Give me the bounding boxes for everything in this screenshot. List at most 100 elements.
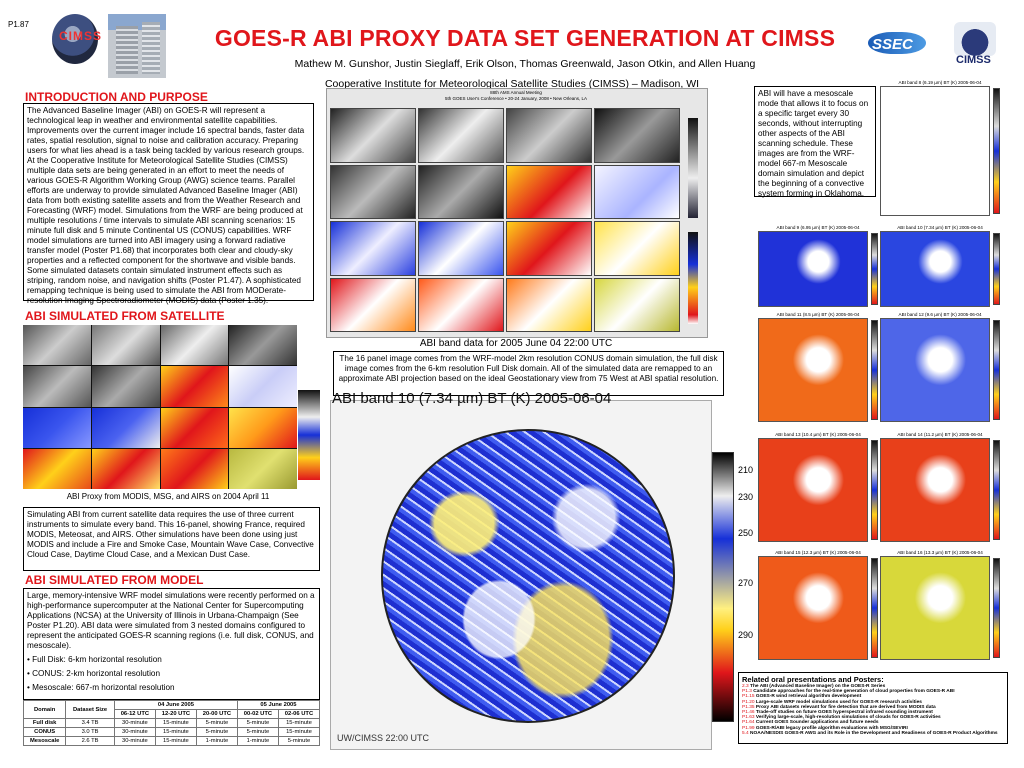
oral-item-title: Candidate approaches for the real-time g… bbox=[753, 689, 955, 695]
oral-item-title: Current GOES Sounder applications and fu… bbox=[755, 720, 879, 726]
table-row: CONUS 3.0 TB 30-minute 15-minute 5-minut… bbox=[22, 727, 321, 737]
table-cell: CONUS bbox=[22, 727, 67, 737]
oral-item-code: P1.64 bbox=[742, 720, 755, 726]
oral-item-title: Verifying large-scale, high-resolution s… bbox=[755, 715, 941, 721]
poster-title: GOES-R ABI PROXY DATA SET GENERATION AT … bbox=[214, 25, 836, 51]
mesoscale-panel-scale bbox=[871, 558, 878, 658]
mesoscale-panel-scale bbox=[871, 320, 878, 420]
mesoscale-panel-label: ABI band 14 (11.2 µm) BT (K) 2005-06-04 bbox=[897, 432, 983, 437]
oral-item-title: Large-scale WRF model simulations used f… bbox=[755, 699, 922, 705]
table-cell: 15-minute bbox=[154, 736, 197, 746]
scale-tick: 270 bbox=[738, 578, 754, 588]
oral-item-title: GOES-R wind retrieval algorithm developm… bbox=[755, 694, 862, 700]
mesoscale-panel-label: ABI band 10 (7.34 µm) BT (K) 2005-06-04 bbox=[897, 225, 983, 230]
earth-disk bbox=[381, 429, 675, 723]
mesoscale-panel: ABI band 14 (11.2 µm) BT (K) 2005-06-04 bbox=[880, 432, 1000, 544]
oral-item-code: P1.15 bbox=[742, 694, 755, 700]
oral-item: P1.20 Large-scale WRF model simulations … bbox=[742, 700, 1004, 705]
mesoscale-text: ABI will have a mesoscale mode that allo… bbox=[754, 86, 876, 198]
table-cell: Mesoscale bbox=[22, 736, 67, 746]
table-cell: 15-minute bbox=[154, 718, 197, 728]
table-cell: 5-minute bbox=[195, 727, 238, 737]
oral-item-code: P1.3 bbox=[742, 689, 752, 695]
mesoscale-panel-label: ABI band 15 (12.3 µm) BT (K) 2005-06-04 bbox=[775, 550, 861, 555]
cimss-logo: CIMSS bbox=[936, 14, 1020, 72]
table-header-time: 06-12 UTC bbox=[113, 709, 156, 719]
bullet-mesoscale: • Mesoscale: 667-m horizontal resolution bbox=[27, 683, 175, 692]
table-cell: 3.4 TB bbox=[65, 718, 115, 728]
oral-item-title: Trade-off studies on future GOES hypersp… bbox=[755, 710, 933, 716]
bullet-conus: • CONUS: 2-km horizontal resolution bbox=[27, 669, 161, 678]
oral-item: P1.99 GOES-R/ABI legacy profile algorith… bbox=[742, 726, 1004, 731]
oral-item: P1.64 Current GOES Sounder applications … bbox=[742, 720, 1004, 725]
table-header-domain: Domain bbox=[22, 700, 67, 719]
mesoscale-panel-scale bbox=[993, 320, 1000, 420]
oral-item-code: 5.4 bbox=[742, 730, 749, 736]
table-cell: 5-minute bbox=[277, 736, 321, 746]
table-header-time: 12-20 UTC bbox=[154, 709, 197, 719]
mesoscale-panel: ABI band 9 (6.95 µm) BT (K) 2005-06-04 bbox=[758, 225, 878, 309]
mesoscale-panel: ABI band 8 (6.19 µm) BT (K) 2005-06-04 bbox=[880, 80, 1000, 218]
sim-model-heading: ABI SIMULATED FROM MODEL bbox=[25, 573, 204, 587]
oral-item: P1.46 Trade-off studies on future GOES h… bbox=[742, 710, 1004, 715]
oral-list: 2.3 The ABI (Advanced Baseline Imager) o… bbox=[742, 684, 1004, 736]
conus-text: The 16 panel image comes from the WRF-mo… bbox=[333, 351, 724, 396]
cimss-round-logo: CIMSS bbox=[52, 14, 101, 64]
table-cell: Full disk bbox=[22, 718, 67, 728]
mesoscale-panel-label: ABI band 11 (8.5 µm) BT (K) 2005-06-04 bbox=[776, 312, 860, 317]
intro-heading: INTRODUCTION AND PURPOSE bbox=[25, 90, 208, 104]
oral-item-title: The ABI (Advanced Baseline Imager) on th… bbox=[750, 684, 886, 689]
poster-number: P1.87 bbox=[8, 20, 29, 29]
ssec-logo: SSEC bbox=[864, 18, 932, 68]
mesoscale-panel-label: ABI band 12 (9.6 µm) BT (K) 2005-06-04 bbox=[898, 312, 982, 317]
mesoscale-panel-image bbox=[880, 438, 990, 542]
mesoscale-panel-scale bbox=[993, 558, 1000, 658]
sim-satellite-heading: ABI SIMULATED FROM SATELLITE bbox=[25, 309, 225, 323]
conus-meeting-header: 88th AMS Annual Meeting 5th GOES User's … bbox=[326, 88, 706, 102]
oral-title: Related oral presentations and Posters: bbox=[742, 675, 884, 684]
mesoscale-panel-image bbox=[758, 318, 868, 422]
building-photo bbox=[108, 14, 166, 78]
oral-item-title: NOAA/NESDIS GOES-R AWG and its Role in t… bbox=[750, 730, 998, 736]
oral-item-code: 2.3 bbox=[742, 684, 749, 689]
mesoscale-panel-scale bbox=[993, 88, 1000, 214]
oral-item-title: Proxy ABI datasets relevant for fire det… bbox=[755, 704, 936, 710]
table-cell: 5-minute bbox=[236, 727, 279, 737]
mesoscale-panel: ABI band 13 (10.4 µm) BT (K) 2005-06-04 bbox=[758, 432, 878, 544]
full-disk-image: UW/CIMSS 22:00 UTC bbox=[330, 400, 712, 750]
mesoscale-panel: ABI band 15 (12.3 µm) BT (K) 2005-06-04 bbox=[758, 550, 878, 662]
oral-item: P1.15 GOES-R wind retrieval algorithm de… bbox=[742, 694, 1004, 699]
conus-color-scale-vis bbox=[688, 118, 698, 218]
oral-item-code: P1.35 bbox=[742, 704, 755, 710]
table-cell: 15-minute bbox=[277, 727, 321, 737]
mesoscale-panel-scale bbox=[871, 233, 878, 305]
full-disk-title: ABI band 10 (7.34 µm) BT (K) 2005-06-04 bbox=[332, 390, 612, 407]
conus-color-scale-ir bbox=[688, 232, 698, 324]
full-disk-footer: UW/CIMSS 22:00 UTC bbox=[337, 733, 430, 743]
ssec-logo-text: SSEC bbox=[872, 36, 913, 53]
oral-item: 5.4 NOAA/NESDIS GOES-R AWG and its Role … bbox=[742, 731, 1004, 736]
table-header-date1: 04 June 2005 bbox=[113, 700, 238, 710]
affiliation: Cooperative Institute for Meteorological… bbox=[324, 78, 700, 90]
table-cell: 15-minute bbox=[154, 727, 197, 737]
table-cell: 30-minute bbox=[113, 727, 156, 737]
mesoscale-panel: ABI band 10 (7.34 µm) BT (K) 2005-06-04 bbox=[880, 225, 1000, 309]
mesoscale-panel-image bbox=[758, 231, 868, 307]
table-cell: 3.0 TB bbox=[65, 727, 115, 737]
table-header-time: 00-02 UTC bbox=[236, 709, 279, 719]
oral-item: P1.35 Proxy ABI datasets relevant for fi… bbox=[742, 705, 1004, 710]
table-cell: 30-minute bbox=[113, 718, 156, 728]
table-header-time: 20-00 UTC bbox=[195, 709, 238, 719]
satellite-caption: ABI Proxy from MODIS, MSG, and AIRS on 2… bbox=[66, 492, 270, 501]
scale-tick: 210 bbox=[738, 465, 754, 475]
oral-item-code: P1.20 bbox=[742, 699, 755, 705]
table-cell: 30-minute bbox=[113, 736, 156, 746]
mesoscale-panel-scale bbox=[993, 233, 1000, 305]
resolution-table: Domain Dataset Size 04 June 2005 05 June… bbox=[22, 700, 321, 746]
authors: Mathew M. Gunshor, Justin Sieglaff, Erik… bbox=[294, 58, 756, 70]
scale-tick: 250 bbox=[738, 528, 754, 538]
oral-item-code: P1.99 bbox=[742, 725, 755, 731]
scale-tick: 230 bbox=[738, 492, 754, 502]
oral-presentations-box: Related oral presentations and Posters: … bbox=[738, 672, 1008, 744]
sim-model-box: Large, memory-intensive WRF model simula… bbox=[23, 588, 320, 700]
